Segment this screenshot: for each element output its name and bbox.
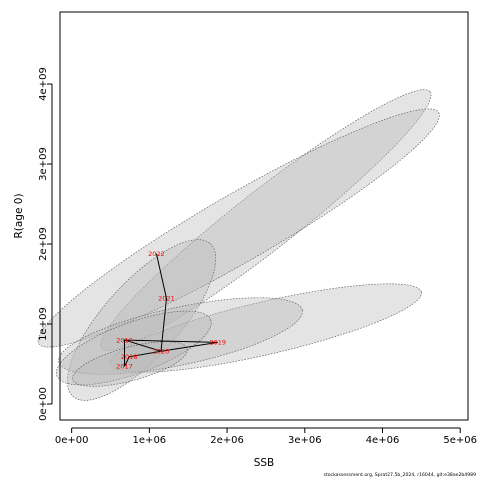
confidence-ellipse xyxy=(72,341,188,387)
y-axis: 0e+00 1e+09 2e+09 3e+09 4e+09 xyxy=(38,67,53,421)
x-axis: 0e+00 1e+06 2e+06 3e+06 4e+06 5e+06 xyxy=(55,427,477,446)
year-label: 2020 xyxy=(153,348,170,356)
x-tick-label: 1e+06 xyxy=(133,435,167,446)
x-axis-title: SSB xyxy=(254,457,275,469)
y-tick-label: 2e+09 xyxy=(38,227,49,261)
y-tick-label: 1e+09 xyxy=(38,307,49,341)
year-label: 2017 xyxy=(116,363,133,371)
y-tick-label: 0e+00 xyxy=(38,387,49,421)
year-label: 2022 xyxy=(148,250,165,258)
year-label: 2016 xyxy=(116,336,133,344)
year-labels: 2016 2017 2018 2019 2020 2021 2022 xyxy=(116,250,226,371)
confidence-ellipses xyxy=(37,89,440,401)
confidence-ellipse xyxy=(58,297,303,375)
year-label: 2018 xyxy=(121,353,138,361)
x-tick-label: 4e+06 xyxy=(366,435,400,446)
x-tick-label: 2e+06 xyxy=(210,435,244,446)
plot-frame xyxy=(59,11,469,421)
year-label: 2021 xyxy=(158,295,175,303)
credit-text: stockassessment.org, Sprat27.5b_2024, r1… xyxy=(324,472,477,478)
y-tick-label: 3e+09 xyxy=(38,147,49,181)
y-axis-title: R(age 0) xyxy=(13,193,25,238)
year-trajectory-line xyxy=(124,253,218,367)
confidence-ellipse xyxy=(67,239,217,401)
year-label: 2019 xyxy=(210,339,227,347)
x-tick-label: 0e+00 xyxy=(55,435,89,446)
confidence-ellipse xyxy=(109,283,422,373)
confidence-ellipse xyxy=(100,89,432,351)
y-tick-label: 4e+09 xyxy=(38,67,49,101)
confidence-ellipse xyxy=(56,310,212,386)
x-tick-label: 3e+06 xyxy=(288,435,322,446)
confidence-ellipse xyxy=(37,108,440,348)
x-tick-label: 5e+06 xyxy=(443,435,477,446)
